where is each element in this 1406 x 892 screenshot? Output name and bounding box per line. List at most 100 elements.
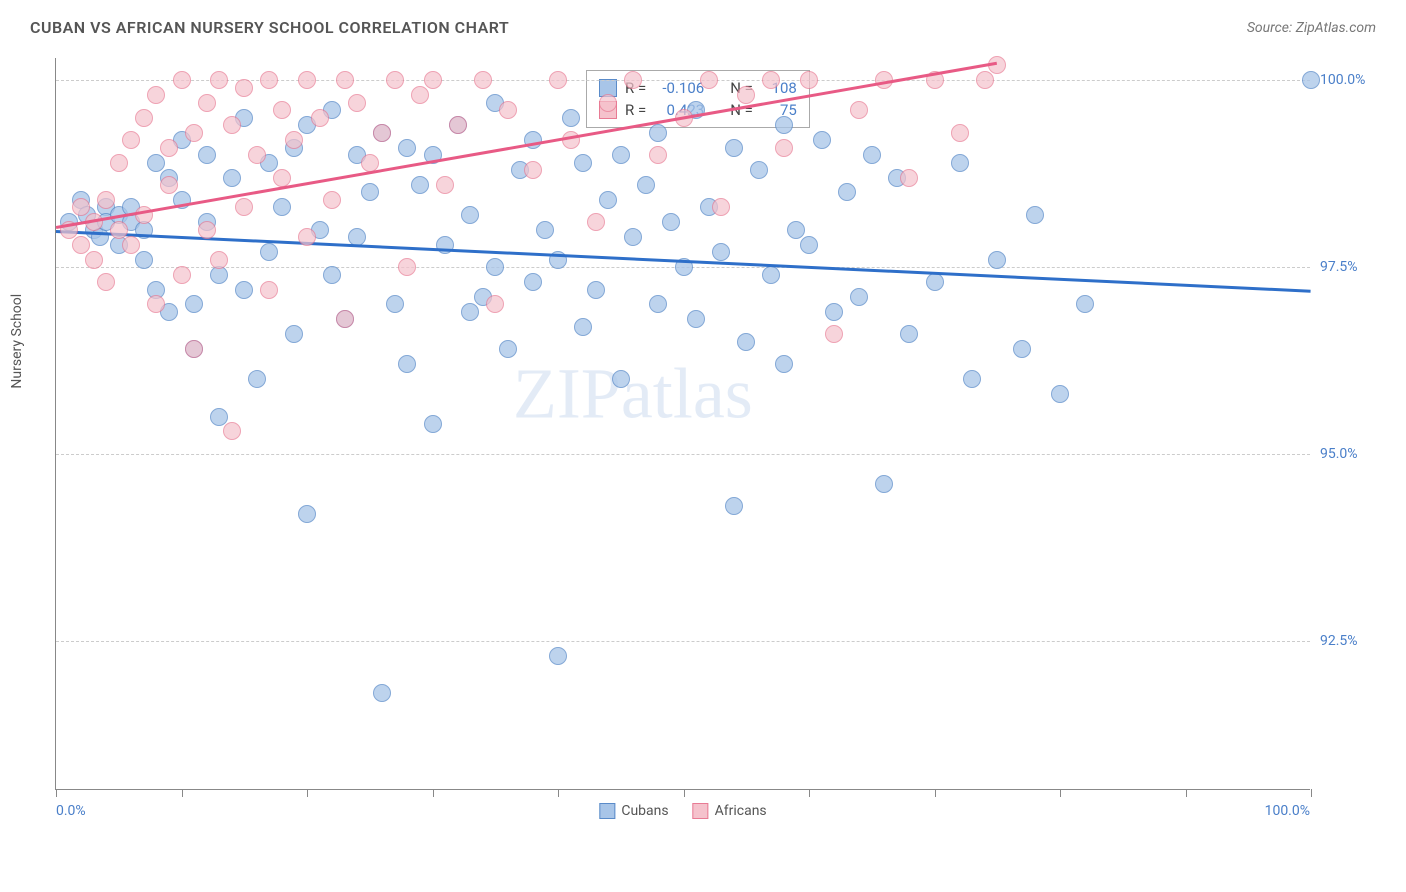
scatter-point: [825, 303, 843, 321]
scatter-point: [762, 71, 780, 89]
scatter-point: [486, 295, 504, 313]
scatter-point: [524, 273, 542, 291]
scatter-point: [122, 131, 140, 149]
scatter-point: [361, 154, 379, 172]
scatter-point: [486, 258, 504, 276]
y-axis-title: Nursery School: [9, 294, 25, 389]
scatter-point: [649, 295, 667, 313]
scatter-point: [800, 71, 818, 89]
scatter-point: [1026, 206, 1044, 224]
chart-container: Nursery School ZIPatlas 0.0% 100.0% Cuba…: [45, 48, 1385, 808]
scatter-point: [235, 79, 253, 97]
r-label: R =: [625, 101, 646, 119]
scatter-point: [574, 318, 592, 336]
scatter-point: [649, 124, 667, 142]
scatter-point: [637, 176, 655, 194]
y-tick-label: 92.5%: [1320, 633, 1380, 649]
scatter-point: [1302, 71, 1320, 89]
scatter-point: [574, 154, 592, 172]
scatter-point: [361, 183, 379, 201]
scatter-point: [988, 251, 1006, 269]
x-tick: [558, 789, 559, 797]
grid-line: [56, 641, 1310, 642]
scatter-point: [386, 295, 404, 313]
scatter-point: [712, 198, 730, 216]
x-tick: [684, 789, 685, 797]
scatter-point: [160, 139, 178, 157]
scatter-point: [386, 71, 404, 89]
scatter-point: [235, 281, 253, 299]
scatter-point: [147, 86, 165, 104]
scatter-point: [436, 176, 454, 194]
scatter-point: [612, 370, 630, 388]
scatter-point: [273, 169, 291, 187]
grid-line: [56, 454, 1310, 455]
x-tick: [935, 789, 936, 797]
source-label: Source: ZipAtlas.com: [1247, 20, 1376, 36]
scatter-point: [298, 505, 316, 523]
scatter-point: [147, 295, 165, 313]
scatter-point: [649, 146, 667, 164]
scatter-point: [147, 154, 165, 172]
legend-label: Cubans: [621, 803, 668, 819]
scatter-point: [398, 139, 416, 157]
scatter-point: [750, 161, 768, 179]
scatter-point: [449, 116, 467, 134]
scatter-point: [988, 56, 1006, 74]
y-tick-label: 100.0%: [1320, 72, 1380, 88]
scatter-point: [311, 109, 329, 127]
scatter-point: [926, 273, 944, 291]
scatter-point: [135, 251, 153, 269]
scatter-point: [825, 325, 843, 343]
scatter-point: [110, 154, 128, 172]
scatter-point: [587, 213, 605, 231]
scatter-point: [173, 71, 191, 89]
scatter-point: [198, 146, 216, 164]
x-tick: [307, 789, 308, 797]
scatter-point: [900, 169, 918, 187]
x-tick: [182, 789, 183, 797]
x-tick: [1311, 789, 1312, 797]
x-axis-min-label: 0.0%: [56, 803, 86, 819]
scatter-point: [248, 146, 266, 164]
scatter-point: [373, 124, 391, 142]
legend-swatch: [693, 803, 709, 819]
scatter-point: [198, 221, 216, 239]
trend-line: [56, 62, 998, 229]
scatter-point: [687, 310, 705, 328]
scatter-point: [813, 131, 831, 149]
scatter-point: [850, 288, 868, 306]
scatter-point: [223, 422, 241, 440]
legend-swatch: [599, 803, 615, 819]
scatter-point: [273, 101, 291, 119]
scatter-point: [474, 71, 492, 89]
scatter-point: [624, 71, 642, 89]
scatter-point: [838, 183, 856, 201]
scatter-point: [336, 71, 354, 89]
scatter-point: [976, 71, 994, 89]
scatter-point: [185, 295, 203, 313]
scatter-point: [1013, 340, 1031, 358]
scatter-point: [411, 86, 429, 104]
scatter-point: [725, 139, 743, 157]
chart-title: CUBAN VS AFRICAN NURSERY SCHOOL CORRELAT…: [30, 18, 509, 37]
scatter-point: [762, 266, 780, 284]
scatter-point: [210, 251, 228, 269]
scatter-point: [424, 415, 442, 433]
r-value: -0.106: [654, 79, 704, 97]
scatter-point: [725, 497, 743, 515]
scatter-point: [1076, 295, 1094, 313]
scatter-point: [850, 101, 868, 119]
scatter-point: [185, 124, 203, 142]
scatter-point: [951, 154, 969, 172]
scatter-point: [198, 94, 216, 112]
legend-item: Cubans: [599, 803, 668, 819]
scatter-point: [398, 258, 416, 276]
scatter-point: [775, 139, 793, 157]
scatter-point: [662, 213, 680, 231]
scatter-point: [737, 86, 755, 104]
plot-area: ZIPatlas 0.0% 100.0% CubansAfricans R =-…: [55, 58, 1310, 790]
scatter-point: [599, 191, 617, 209]
scatter-point: [398, 355, 416, 373]
scatter-point: [524, 161, 542, 179]
